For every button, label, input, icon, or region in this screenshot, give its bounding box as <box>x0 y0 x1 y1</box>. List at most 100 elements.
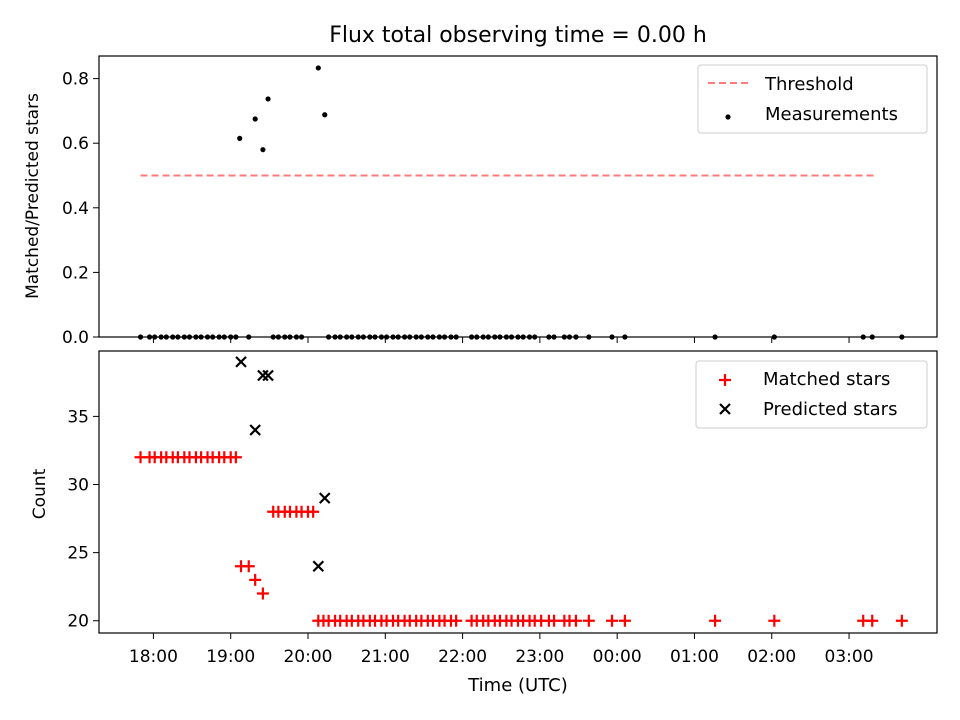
measurement-point <box>609 334 615 340</box>
measurement-point <box>441 334 448 340</box>
measurement-point <box>503 334 509 340</box>
y-tick-label: 0.8 <box>62 70 89 90</box>
chart-title: Flux total observing time = 0.00 h <box>329 23 707 48</box>
measurement-point <box>233 334 239 340</box>
measurement-point <box>586 334 592 340</box>
matched-stars-point <box>895 614 908 627</box>
x-tick-label: 23:00 <box>515 647 564 667</box>
x-tick-label: 18:00 <box>129 647 178 667</box>
measurement-point <box>175 334 181 340</box>
matched-stars-point <box>249 573 262 586</box>
measurement-point <box>293 334 300 340</box>
measurement-point <box>265 96 271 102</box>
measurement-point <box>332 334 338 340</box>
measurement-point <box>216 334 222 340</box>
measurement-point <box>252 116 258 122</box>
x-tick-label: 00:00 <box>593 647 642 667</box>
measurement-point <box>170 334 176 340</box>
measurement-point <box>315 65 321 71</box>
y-tick-label: 0.0 <box>62 328 89 348</box>
matched-stars-point <box>582 614 595 627</box>
ratio-legend-box <box>697 64 928 134</box>
count-panel-ylabel: Count <box>30 468 50 519</box>
measurement-point <box>532 334 538 340</box>
matched-stars-point <box>618 614 631 627</box>
measurement-point <box>367 334 373 340</box>
x-tick-label: 19:00 <box>206 647 255 667</box>
measurement-point <box>561 334 567 340</box>
matched-stars-point <box>709 614 722 627</box>
measurement-point <box>152 334 158 340</box>
matched-stars-point <box>548 614 561 627</box>
y-tick-label: 0.6 <box>62 134 89 154</box>
measurement-point <box>395 334 401 340</box>
ratio-legend: Threshold Measurements <box>697 64 928 134</box>
threshold-legend-label: Threshold <box>764 74 854 95</box>
matched-stars-point <box>242 560 255 573</box>
measurement-point <box>520 334 526 340</box>
y-tick-label: 20 <box>67 612 89 632</box>
y-tick-label: 30 <box>67 476 89 496</box>
measurement-point <box>246 334 252 340</box>
x-tick-label: 21:00 <box>361 647 410 667</box>
matched-stars-point <box>307 505 320 518</box>
x-axis-label: Time (UTC) <box>467 675 568 696</box>
predicted-stars-point <box>262 369 274 382</box>
measurement-point <box>407 334 413 340</box>
ratio-panel-ylabel: Matched/Predicted stars <box>23 93 43 299</box>
measurement-point <box>282 334 288 340</box>
count-legend: Matched stars Predicted stars <box>695 360 928 429</box>
measurement-point <box>566 334 573 340</box>
matched-stars-point <box>256 587 269 600</box>
measurement-point <box>448 334 454 340</box>
matched-stars-point <box>866 614 879 627</box>
measurement-point <box>622 334 628 340</box>
x-tick-label: 01:00 <box>670 647 719 667</box>
measurement-point <box>337 334 343 340</box>
x-tick-label: 22:00 <box>438 647 487 667</box>
y-tick-label: 35 <box>67 407 89 427</box>
measurement-point <box>771 334 777 340</box>
measurement-point <box>210 334 216 340</box>
measurement-point <box>193 334 199 340</box>
predicted-stars-point <box>257 369 269 382</box>
measurement-point <box>492 334 498 340</box>
measurement-point <box>390 334 396 340</box>
predicted-stars-point <box>318 492 331 504</box>
measurement-point <box>453 334 459 340</box>
measurement-point <box>480 334 486 340</box>
count-legend-box <box>695 360 928 429</box>
predicted-stars-point <box>312 560 325 573</box>
measurement-point <box>186 334 193 340</box>
matched-stars-point <box>606 614 619 627</box>
matched-stars-legend-swatch <box>719 374 731 386</box>
measurement-point <box>349 334 355 340</box>
matched-stars-point <box>569 614 582 627</box>
measurement-point <box>436 334 442 340</box>
measurement-point <box>326 334 332 340</box>
measurement-point <box>287 334 293 340</box>
measurement-point <box>146 334 153 340</box>
measurement-point <box>860 334 866 340</box>
measurement-point <box>344 334 350 340</box>
measurement-point <box>468 334 475 340</box>
measurement-point <box>355 334 361 340</box>
matched-stars-legend-label: Matched stars <box>763 369 890 390</box>
measurement-point <box>430 334 436 340</box>
measurement-point <box>551 334 557 340</box>
predicted-stars-point <box>249 424 261 436</box>
measurement-point <box>899 334 905 340</box>
ratio-panel: 0.00.20.40.60.8 Matched/Predicted stars … <box>23 55 938 348</box>
predicted-stars-legend-label: Predicted stars <box>763 399 897 420</box>
measurement-point <box>260 147 266 153</box>
count-panel: 20 25 30 35 18:00 19:00 20:00 21:00 22:00 23:00 0… <box>30 350 938 696</box>
measurement-point <box>425 334 431 340</box>
measurement-point <box>508 334 515 340</box>
measurement-point <box>181 334 187 340</box>
measurement-point <box>546 334 552 340</box>
y-tick-label: 25 <box>67 544 89 564</box>
measurement-point <box>322 112 328 118</box>
measurement-point <box>158 334 164 340</box>
measurement-point <box>526 334 533 340</box>
measurement-point <box>221 334 227 340</box>
